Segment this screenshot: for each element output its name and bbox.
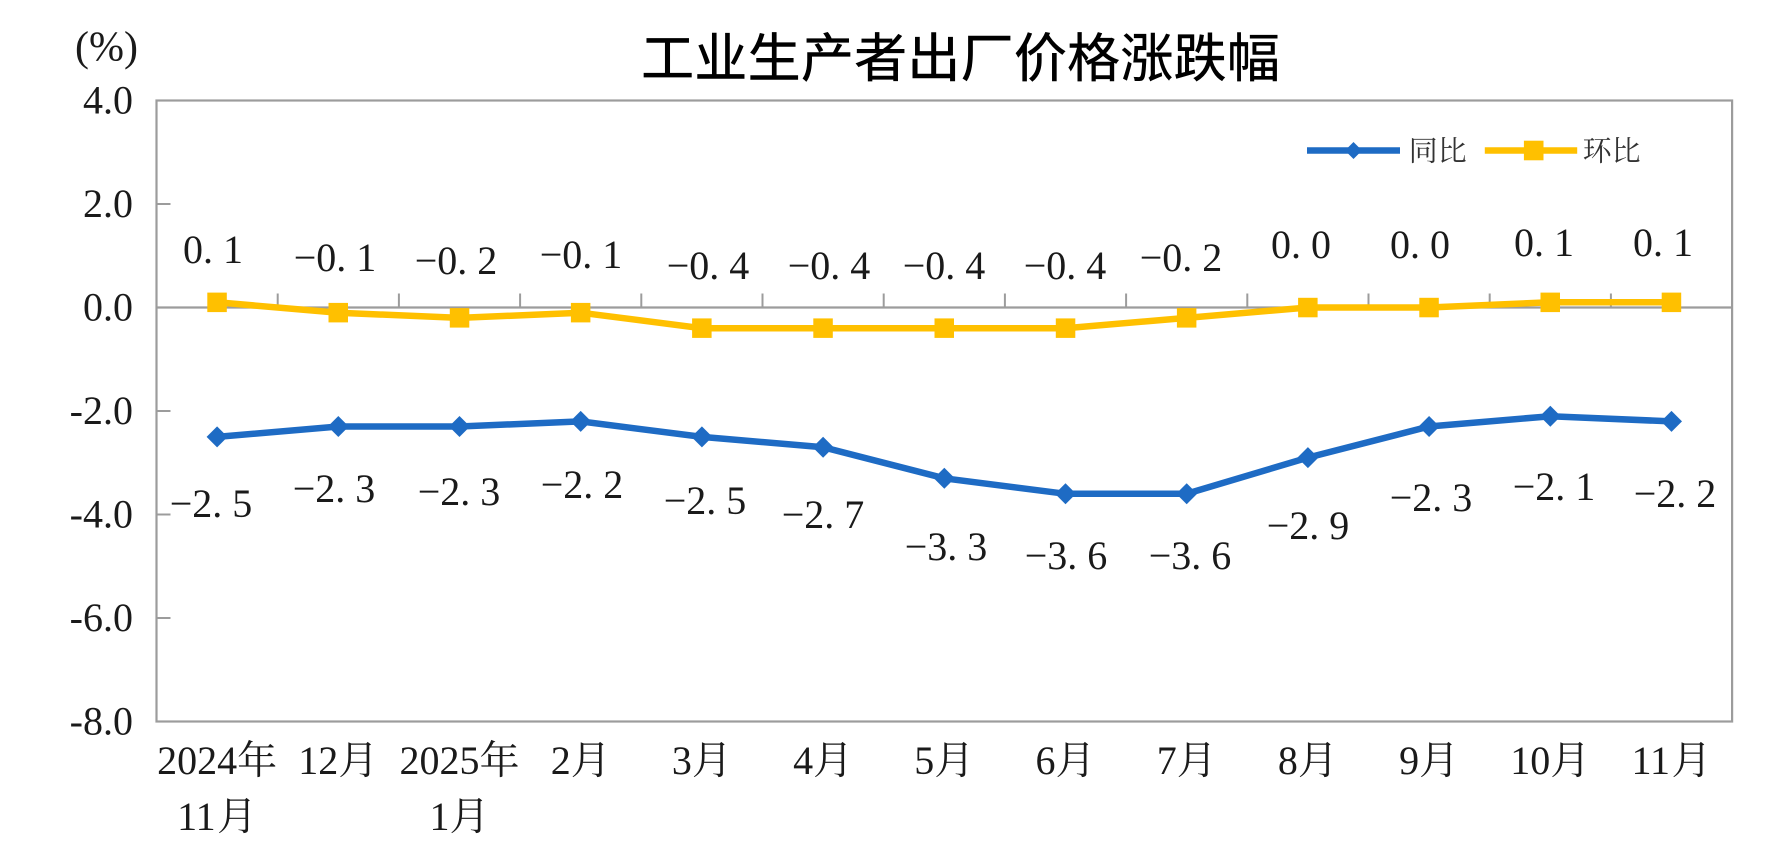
svg-text:−2. 3: −2. 3 [293,466,376,511]
svg-text:−2. 2: −2. 2 [541,462,624,507]
svg-text:−2. 7: −2. 7 [782,492,865,537]
svg-text:5: 5 [914,738,934,783]
svg-text:−0. 2: −0. 2 [415,238,498,283]
svg-text:−0. 2: −0. 2 [1140,235,1223,280]
svg-text:-8.0: -8.0 [70,699,133,744]
svg-text:−0. 4: −0. 4 [1024,243,1107,288]
svg-text:−2. 3: −2. 3 [1390,475,1473,520]
svg-text:−0. 1: −0. 1 [540,232,623,277]
svg-text:11: 11 [1632,738,1671,783]
svg-text:10: 10 [1510,738,1550,783]
svg-text:7: 7 [1157,738,1177,783]
svg-text:6: 6 [1036,738,1056,783]
svg-text:0. 0: 0. 0 [1390,222,1450,267]
svg-text:0. 0: 0. 0 [1271,222,1331,267]
svg-text:−3. 3: −3. 3 [905,524,988,569]
svg-text:−2. 5: −2. 5 [664,478,747,523]
svg-text:9: 9 [1399,738,1419,783]
svg-text:−0. 4: −0. 4 [667,243,750,288]
svg-text:-2.0: -2.0 [70,388,133,433]
svg-text:−2. 5: −2. 5 [170,481,253,526]
svg-text:2024: 2024 [157,738,237,783]
svg-text:2: 2 [551,738,571,783]
svg-text:8: 8 [1278,738,1298,783]
svg-text:12: 12 [298,738,338,783]
svg-text:3: 3 [672,738,692,783]
svg-text:−3. 6: −3. 6 [1025,533,1108,578]
svg-text:−2. 3: −2. 3 [418,469,501,514]
svg-text:0.0: 0.0 [83,285,133,330]
svg-text:−0. 4: −0. 4 [903,243,986,288]
svg-text:11: 11 [177,794,216,839]
svg-text:2025: 2025 [400,738,480,783]
svg-text:2.0: 2.0 [83,181,133,226]
svg-text:−3. 6: −3. 6 [1149,533,1232,578]
svg-text:−2. 1: −2. 1 [1513,464,1596,509]
svg-text:−2. 9: −2. 9 [1267,503,1350,548]
svg-text:−2. 2: −2. 2 [1634,471,1717,516]
svg-text:4: 4 [793,738,813,783]
svg-text:−0. 1: −0. 1 [294,235,377,280]
svg-text:-6.0: -6.0 [70,595,133,640]
svg-text:0. 1: 0. 1 [1633,220,1693,265]
svg-text:0. 1: 0. 1 [183,227,243,272]
svg-text:4.0: 4.0 [83,78,133,123]
svg-text:-4.0: -4.0 [70,492,133,537]
svg-text:1: 1 [430,794,450,839]
svg-text:−0. 4: −0. 4 [788,243,871,288]
svg-text:(%): (%) [75,25,138,71]
svg-text:0. 1: 0. 1 [1514,220,1574,265]
